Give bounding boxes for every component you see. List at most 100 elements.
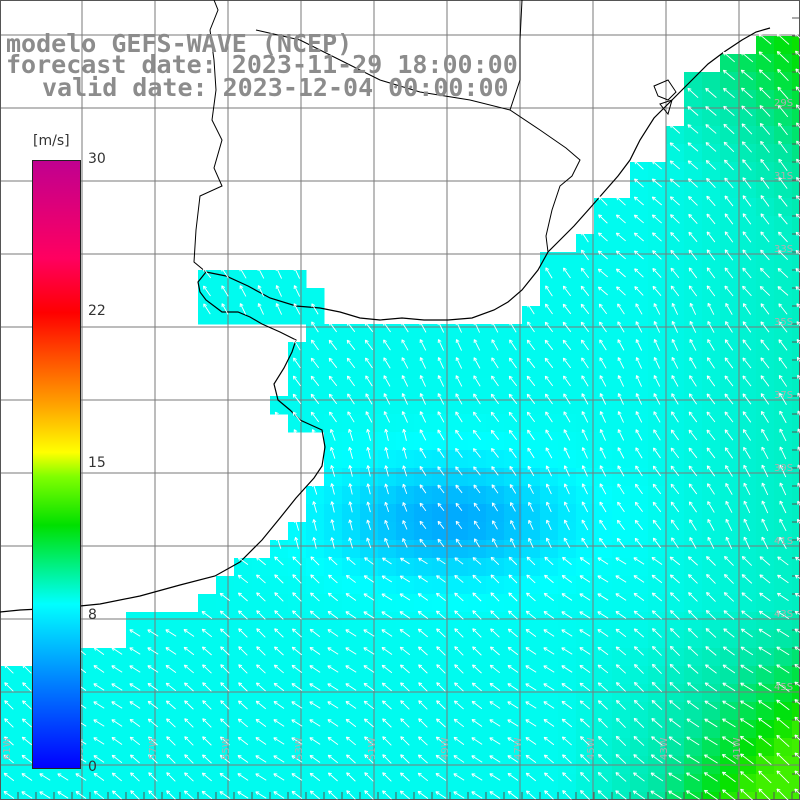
wind-arrow xyxy=(399,593,411,601)
wind-cell xyxy=(18,666,37,685)
wind-cell xyxy=(486,666,505,685)
wind-cell xyxy=(450,324,469,343)
wind-arrow xyxy=(779,536,787,550)
wind-arrow xyxy=(707,501,715,513)
wind-arrow xyxy=(652,232,662,242)
wind-cell xyxy=(234,270,253,289)
wind-arrow xyxy=(220,700,230,710)
wind-arrow xyxy=(508,429,517,441)
wind-cell xyxy=(522,360,541,379)
wind-arrow xyxy=(651,718,663,728)
wind-cell xyxy=(504,342,523,361)
wind-arrow xyxy=(291,701,303,709)
wind-cell xyxy=(0,702,19,721)
wind-arrow xyxy=(669,645,680,656)
wind-cell xyxy=(702,360,721,379)
wind-cell xyxy=(432,648,451,667)
wind-cell xyxy=(648,360,667,379)
wind-arrow xyxy=(761,536,769,550)
wind-cell xyxy=(684,360,703,379)
wind-cell xyxy=(468,504,487,523)
wind-cell xyxy=(558,738,577,757)
wind-arrow xyxy=(435,791,447,799)
wind-arrow xyxy=(635,303,643,315)
wind-arrow xyxy=(382,718,392,728)
wind-arrow xyxy=(581,357,589,369)
wind-cell xyxy=(36,774,55,793)
wind-arrow xyxy=(633,681,644,692)
wind-arrow xyxy=(778,339,788,351)
wind-cell xyxy=(540,666,559,685)
wind-arrow xyxy=(794,752,800,759)
wind-arrow xyxy=(758,664,772,674)
wind-cell xyxy=(612,684,631,703)
wind-arrow xyxy=(543,629,555,637)
wind-arrow xyxy=(255,700,267,710)
wind-arrow xyxy=(742,339,752,351)
wind-cell xyxy=(594,486,613,505)
wind-arrow xyxy=(633,699,644,710)
wind-arrow xyxy=(400,557,410,565)
wind-arrow xyxy=(543,665,555,673)
wind-cell xyxy=(126,630,145,649)
wind-arrow xyxy=(580,772,590,782)
wind-cell xyxy=(756,450,775,469)
wind-cell xyxy=(378,576,397,595)
wind-arrow xyxy=(147,647,159,655)
wind-arrow xyxy=(219,610,230,620)
wind-arrow xyxy=(670,232,680,242)
wind-arrow xyxy=(309,719,321,727)
wind-cell xyxy=(504,576,523,595)
wind-cell xyxy=(684,270,703,289)
wind-arrow xyxy=(670,465,680,477)
wind-cell xyxy=(432,432,451,451)
wind-arrow xyxy=(509,484,517,494)
wind-cell xyxy=(666,162,685,181)
wind-cell xyxy=(774,720,793,739)
wind-arrow xyxy=(760,393,770,405)
wind-cell xyxy=(414,684,433,703)
wind-cell xyxy=(432,666,451,685)
wind-arrow xyxy=(202,682,212,692)
wind-arrow xyxy=(418,700,428,710)
wind-cell xyxy=(270,576,289,595)
wind-arrow xyxy=(617,321,625,333)
wind-cell xyxy=(792,720,800,739)
wind-arrow xyxy=(256,574,266,584)
wind-arrow xyxy=(615,790,627,800)
latitude-label: 37S xyxy=(774,390,793,401)
wind-cell xyxy=(684,576,703,595)
wind-arrow xyxy=(545,267,553,279)
wind-cell xyxy=(288,396,307,415)
wind-arrow xyxy=(687,556,698,566)
wind-arrow xyxy=(795,86,800,93)
wind-arrow xyxy=(758,51,772,63)
wind-cell xyxy=(576,234,595,253)
wind-arrow xyxy=(312,501,317,513)
wind-arrow xyxy=(760,303,770,315)
wind-cell xyxy=(486,792,505,800)
wind-arrow xyxy=(437,357,444,369)
wind-arrow xyxy=(758,788,771,800)
wind-arrow xyxy=(473,411,481,423)
wind-arrow xyxy=(724,375,734,387)
wind-arrow xyxy=(509,465,517,476)
wind-arrow xyxy=(707,357,715,369)
wind-arrow xyxy=(148,736,158,746)
wind-arrow xyxy=(417,790,429,799)
wind-cell xyxy=(432,414,451,433)
wind-cell xyxy=(468,612,487,631)
wind-arrow xyxy=(670,267,680,279)
wind-cell xyxy=(324,594,343,613)
wind-arrow xyxy=(3,772,15,782)
wind-arrow xyxy=(382,772,392,782)
wind-arrow xyxy=(579,718,590,728)
wind-arrow xyxy=(579,611,591,619)
wind-cell xyxy=(756,486,775,505)
wind-cell xyxy=(774,198,793,217)
wind-arrow xyxy=(581,501,589,513)
wind-cell xyxy=(702,216,721,235)
wind-arrow xyxy=(704,718,718,728)
wind-cell xyxy=(594,612,613,631)
